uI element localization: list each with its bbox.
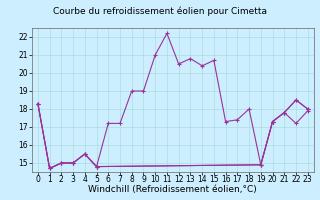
Text: Courbe du refroidissement éolien pour Cimetta: Courbe du refroidissement éolien pour Ci… — [53, 6, 267, 16]
X-axis label: Windchill (Refroidissement éolien,°C): Windchill (Refroidissement éolien,°C) — [88, 185, 257, 194]
